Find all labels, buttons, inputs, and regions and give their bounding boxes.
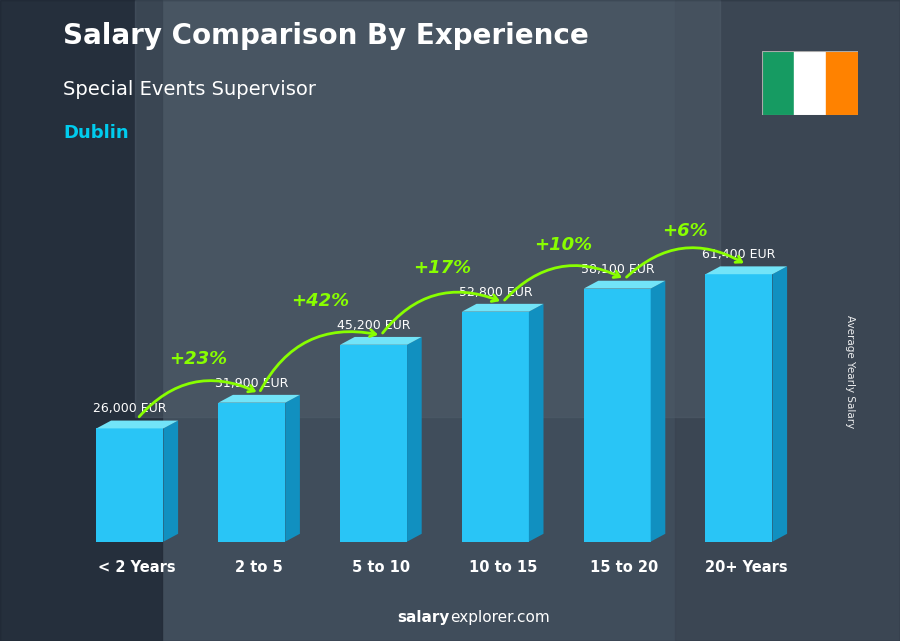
Text: Dublin: Dublin <box>63 124 129 142</box>
Text: Salary Comparison By Experience: Salary Comparison By Experience <box>63 22 589 51</box>
Text: 52,800 EUR: 52,800 EUR <box>459 286 533 299</box>
Text: 2 to 5: 2 to 5 <box>235 560 283 576</box>
Text: 10 to 15: 10 to 15 <box>469 560 537 576</box>
Polygon shape <box>407 337 422 542</box>
Polygon shape <box>219 395 300 403</box>
Text: +17%: +17% <box>413 259 471 277</box>
Text: 45,200 EUR: 45,200 EUR <box>337 319 410 332</box>
Bar <box>826 51 858 115</box>
Bar <box>340 345 407 542</box>
Bar <box>762 51 794 115</box>
Text: 58,100 EUR: 58,100 EUR <box>580 263 654 276</box>
Polygon shape <box>285 395 300 542</box>
Bar <box>0 0 162 641</box>
Text: < 2 Years: < 2 Years <box>98 560 176 576</box>
Polygon shape <box>340 337 422 345</box>
Text: salary: salary <box>398 610 450 625</box>
Text: +6%: +6% <box>662 222 708 240</box>
Bar <box>135 0 720 417</box>
Bar <box>794 51 826 115</box>
Polygon shape <box>462 304 544 312</box>
Polygon shape <box>96 420 178 428</box>
Bar <box>462 312 529 542</box>
Polygon shape <box>772 267 788 542</box>
Text: +10%: +10% <box>535 236 593 254</box>
Polygon shape <box>164 420 178 542</box>
Text: explorer.com: explorer.com <box>450 610 550 625</box>
Text: 61,400 EUR: 61,400 EUR <box>702 248 776 262</box>
Bar <box>96 428 164 542</box>
Text: +42%: +42% <box>291 292 349 310</box>
Text: 31,900 EUR: 31,900 EUR <box>215 377 289 390</box>
Polygon shape <box>706 267 788 274</box>
Text: Average Yearly Salary: Average Yearly Salary <box>844 315 855 428</box>
Text: +23%: +23% <box>169 350 228 368</box>
Bar <box>675 0 900 641</box>
Bar <box>584 288 651 542</box>
Bar <box>219 403 285 542</box>
Text: 5 to 10: 5 to 10 <box>352 560 410 576</box>
Bar <box>706 274 772 542</box>
Text: 15 to 20: 15 to 20 <box>590 560 659 576</box>
Polygon shape <box>651 281 665 542</box>
Polygon shape <box>529 304 544 542</box>
Polygon shape <box>584 281 665 288</box>
Text: 20+ Years: 20+ Years <box>705 560 788 576</box>
Text: Special Events Supervisor: Special Events Supervisor <box>63 80 316 99</box>
Text: 26,000 EUR: 26,000 EUR <box>94 403 166 415</box>
